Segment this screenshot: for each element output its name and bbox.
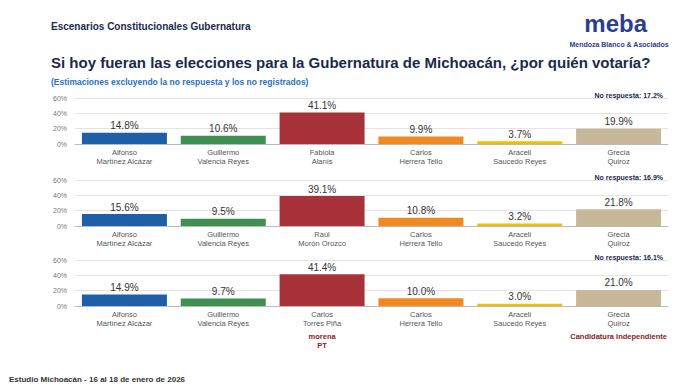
svg-text:Escenarios Constitucionales Gu: Escenarios Constitucionales Gubernatura (51, 21, 251, 32)
svg-text:21.0%: 21.0% (604, 277, 632, 288)
svg-text:Alfonso: Alfonso (112, 148, 137, 157)
svg-text:40%: 40% (53, 192, 67, 199)
svg-text:Morón Orozco: Morón Orozco (298, 239, 346, 248)
svg-text:Fabiola: Fabiola (310, 148, 335, 157)
svg-text:Valencia Reyes: Valencia Reyes (197, 319, 249, 328)
svg-text:10.6%: 10.6% (209, 123, 237, 134)
svg-text:10.0%: 10.0% (407, 286, 435, 297)
svg-text:20%: 20% (53, 125, 67, 132)
svg-text:Martínez Alcázar: Martínez Alcázar (96, 319, 152, 328)
svg-text:Carlos: Carlos (410, 148, 432, 157)
svg-text:Guillermo: Guillermo (207, 230, 239, 239)
svg-text:morena: morena (309, 332, 337, 341)
svg-text:Quiroz: Quiroz (608, 239, 630, 248)
svg-text:Martínez Alcázar: Martínez Alcázar (96, 239, 152, 248)
svg-text:10.8%: 10.8% (407, 205, 435, 216)
svg-text:Si hoy fueran las elecciones p: Si hoy fueran las elecciones para la (51, 54, 309, 71)
svg-text:19.9%: 19.9% (604, 116, 632, 127)
svg-text:41.4%: 41.4% (308, 262, 336, 273)
svg-text:Valencia Reyes: Valencia Reyes (197, 157, 249, 166)
svg-text:0%: 0% (57, 303, 67, 310)
svg-text:9.9%: 9.9% (410, 124, 433, 135)
svg-text:14.9%: 14.9% (110, 282, 138, 293)
svg-text:PT: PT (317, 341, 327, 350)
svg-text:Quiroz: Quiroz (608, 157, 630, 166)
svg-text:Quiroz: Quiroz (608, 319, 630, 328)
svg-text:Herrera Tello: Herrera Tello (400, 319, 443, 328)
svg-text:60%: 60% (53, 177, 67, 184)
svg-text:Alanís: Alanís (312, 157, 333, 166)
svg-text:meba: meba (584, 10, 647, 37)
svg-text:Herrera Tello: Herrera Tello (400, 239, 443, 248)
svg-text:21.8%: 21.8% (604, 197, 632, 208)
svg-text:Grecia: Grecia (608, 148, 631, 157)
svg-text:Raúl: Raúl (314, 230, 330, 239)
svg-text:Grecia: Grecia (608, 230, 631, 239)
svg-text:20%: 20% (53, 207, 67, 214)
svg-text:3.2%: 3.2% (508, 211, 531, 222)
svg-text:Estudio Michoacán - 16 al 18 d: Estudio Michoacán - 16 al 18 de enero de… (9, 375, 186, 384)
svg-text:39.1%: 39.1% (308, 184, 336, 195)
svg-text:41.1%: 41.1% (308, 100, 336, 111)
svg-text:Saucedo Reyes: Saucedo Reyes (493, 157, 546, 166)
svg-text:40%: 40% (53, 272, 67, 279)
svg-text:0%: 0% (57, 141, 67, 148)
svg-text:, ¿por quién votaría?: , ¿por quién votaría? (502, 54, 650, 71)
svg-text:Grecia: Grecia (608, 310, 631, 319)
svg-text:Araceli: Araceli (508, 230, 531, 239)
svg-text:No respuesta: 16.9%: No respuesta: 16.9% (595, 174, 664, 182)
svg-text:No respuesta: 17.2%: No respuesta: 17.2% (595, 92, 664, 100)
svg-text:Herrera Tello: Herrera Tello (400, 157, 443, 166)
svg-text:(Estimaciones excluyendo la no: (Estimaciones excluyendo la no respuesta… (51, 77, 309, 87)
svg-text:Carlos: Carlos (410, 230, 432, 239)
svg-text:Guillermo: Guillermo (207, 148, 239, 157)
svg-text:9.7%: 9.7% (212, 286, 235, 297)
svg-text:Valencia Reyes: Valencia Reyes (197, 239, 249, 248)
svg-text:Alfonso: Alfonso (112, 230, 137, 239)
svg-text:No respuesta: 16.1%: No respuesta: 16.1% (595, 254, 664, 262)
svg-text:Guillermo: Guillermo (207, 310, 239, 319)
svg-text:60%: 60% (53, 95, 67, 102)
svg-text:20%: 20% (53, 287, 67, 294)
svg-text:Torres Piña: Torres Piña (303, 319, 342, 328)
svg-text:Carlos: Carlos (410, 310, 432, 319)
svg-text:3.0%: 3.0% (508, 291, 531, 302)
svg-text:0%: 0% (57, 223, 67, 230)
svg-text:Araceli: Araceli (508, 148, 531, 157)
svg-text:40%: 40% (53, 110, 67, 117)
svg-text:Gubernatura de Michoacán: Gubernatura de Michoacán (309, 54, 502, 71)
svg-text:9.5%: 9.5% (212, 206, 235, 217)
svg-text:Araceli: Araceli (508, 310, 531, 319)
svg-text:Saucedo Reyes: Saucedo Reyes (493, 239, 546, 248)
svg-text:Mendoza Blanco & Asociados: Mendoza Blanco & Asociados (569, 41, 668, 48)
svg-text:3.7%: 3.7% (508, 129, 531, 140)
svg-text:15.6%: 15.6% (110, 202, 138, 213)
svg-text:Candidatura Independiente: Candidatura Independiente (570, 332, 667, 341)
svg-text:60%: 60% (53, 257, 67, 264)
svg-text:Saucedo Reyes: Saucedo Reyes (493, 319, 546, 328)
svg-text:Martínez Alcázar: Martínez Alcázar (96, 157, 152, 166)
svg-text:Carlos: Carlos (311, 310, 333, 319)
svg-text:Alfonso: Alfonso (112, 310, 137, 319)
svg-text:14.8%: 14.8% (110, 120, 138, 131)
